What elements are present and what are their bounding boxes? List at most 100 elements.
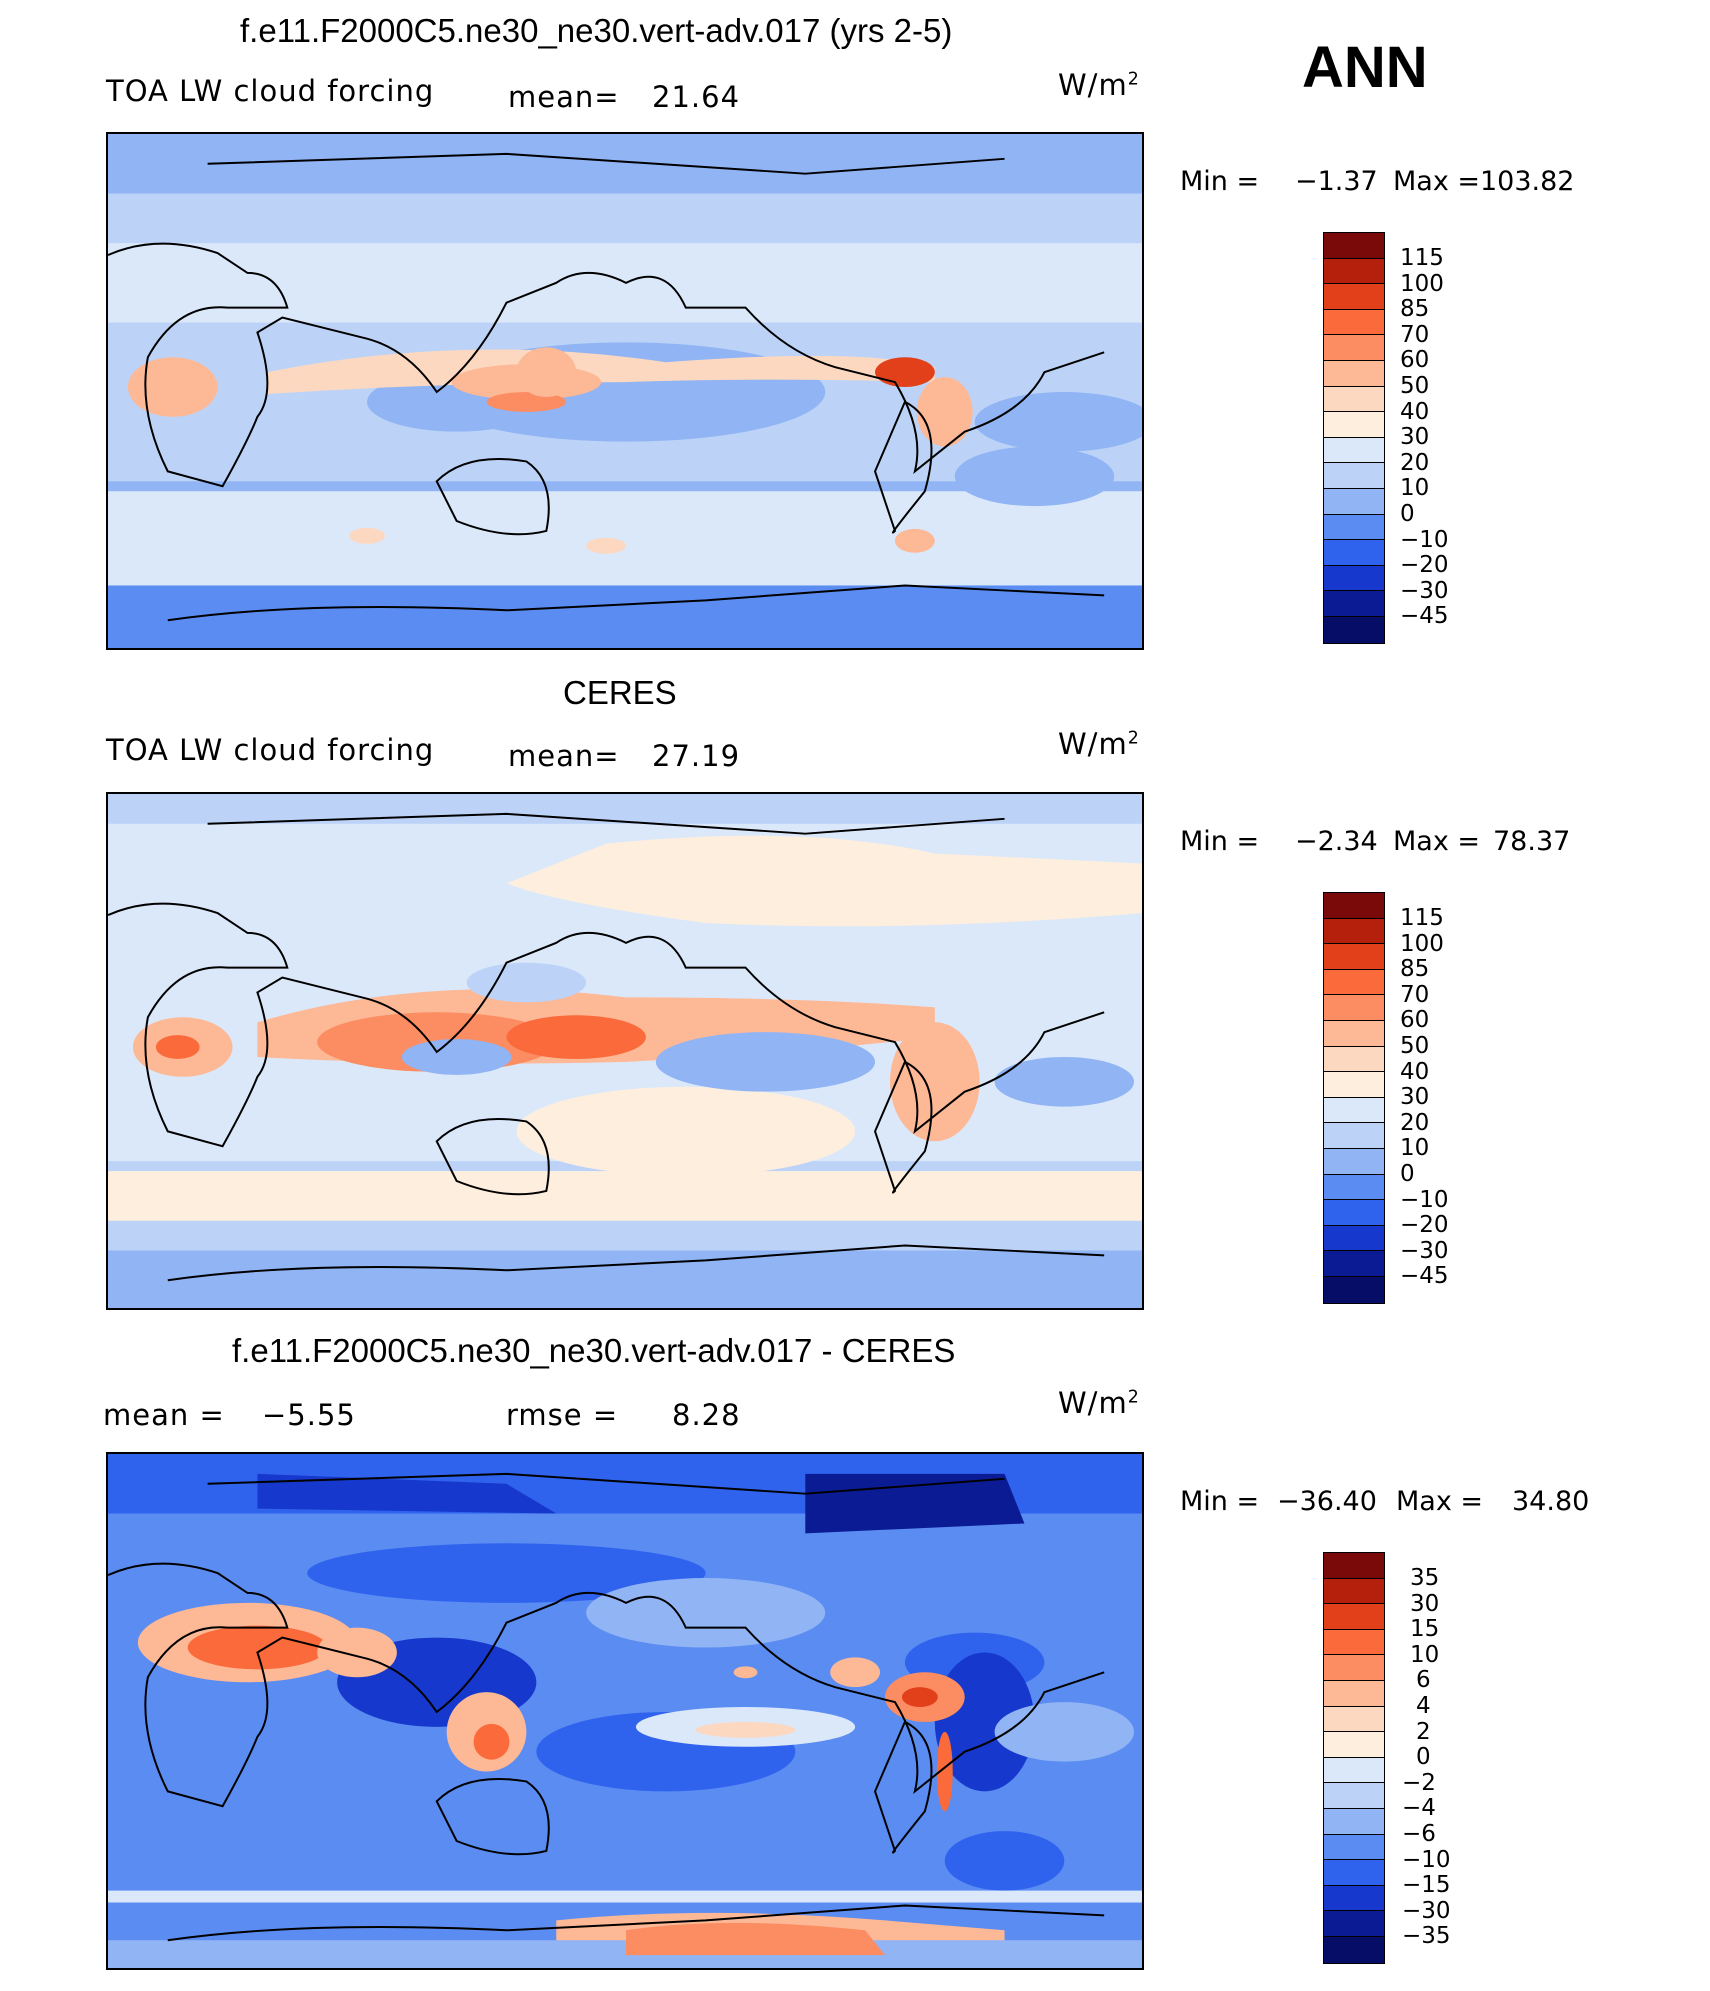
- panel3-title: f.e11.F2000C5.ne30_ne30.vert-adv.017 - C…: [232, 1332, 956, 1369]
- panel1-map: [106, 132, 1144, 650]
- colorbar-tick-label: −45: [1400, 1263, 1449, 1290]
- colorbar-tick-label: 40: [1400, 1058, 1430, 1085]
- colorbar-tick-label: 0: [1400, 1161, 1415, 1187]
- panel2-min-label: Min =: [1180, 826, 1260, 857]
- colorbar-swatch: [1324, 514, 1384, 541]
- colorbar-tick-label: −10: [1400, 1186, 1449, 1213]
- panel3-max-label: Max =: [1396, 1486, 1484, 1517]
- colorbar-tick-label: 85: [1400, 296, 1430, 323]
- colorbar-swatch: [1324, 488, 1384, 515]
- colorbar-tick-label: 40: [1400, 398, 1430, 425]
- colorbar-tick-label: 100: [1400, 270, 1444, 297]
- colorbar-tick-label: 15: [1410, 1616, 1440, 1643]
- panel1-max-value: 103.82: [1480, 166, 1575, 197]
- colorbar-tick-label: −6: [1402, 1821, 1436, 1847]
- colorbar-tick-label: 60: [1400, 1007, 1430, 1034]
- panel2-units: W/m2: [1058, 727, 1140, 761]
- panel2-max-label: Max =: [1393, 826, 1481, 857]
- colorbar-swatch: [1324, 1655, 1384, 1681]
- panel3-units: W/m2: [1058, 1386, 1140, 1420]
- colorbar-tick-label: 0: [1400, 501, 1415, 527]
- panel2-max-value: 78.37: [1493, 826, 1571, 857]
- colorbar-swatch: [1324, 1732, 1384, 1758]
- colorbar-swatch: [1324, 1148, 1384, 1175]
- colorbar-swatch: [1324, 284, 1384, 310]
- colorbar-swatch: [1324, 360, 1384, 387]
- panel1-colorbar: [1323, 232, 1385, 644]
- colorbar-tick-label: 10: [1400, 1135, 1430, 1162]
- panel1-units: W/m2: [1058, 68, 1140, 102]
- colorbar-tick-label: 60: [1400, 347, 1430, 374]
- colorbar-swatch: [1324, 1885, 1384, 1912]
- colorbar-swatch: [1324, 335, 1384, 361]
- colorbar-tick-label: 20: [1400, 449, 1430, 476]
- colorbar-swatch: [1324, 1276, 1384, 1303]
- colorbar-tick-label: 20: [1400, 1109, 1430, 1136]
- colorbar-tick-label: 0: [1416, 1744, 1431, 1771]
- colorbar-swatch: [1324, 969, 1384, 996]
- panel2-mean-label: mean=: [508, 739, 620, 773]
- panel1-max-label: Max =: [1393, 166, 1481, 197]
- colorbar-swatch: [1324, 944, 1384, 970]
- colorbar-tick-label: 10: [1410, 1641, 1440, 1668]
- colorbar-tick-label: −2: [1402, 1769, 1436, 1796]
- panel3-min-label: Min =: [1180, 1486, 1260, 1517]
- colorbar-swatch: [1324, 233, 1384, 259]
- colorbar-swatch: [1324, 1783, 1384, 1809]
- colorbar-swatch: [1324, 1911, 1384, 1937]
- colorbar-tick-label: −10: [1402, 1846, 1451, 1873]
- colorbar-tick-label: 70: [1400, 321, 1430, 348]
- colorbar-swatch: [1324, 258, 1384, 285]
- colorbar-tick-label: 30: [1400, 424, 1430, 451]
- colorbar-swatch: [1324, 591, 1384, 617]
- colorbar-tick-label: −15: [1402, 1872, 1451, 1899]
- colorbar-swatch: [1324, 1200, 1384, 1226]
- panel1-mean-label: mean=: [508, 80, 620, 114]
- colorbar-swatch: [1324, 1629, 1384, 1656]
- colorbar-tick-label: −45: [1400, 603, 1449, 630]
- panel1-min-label: Min =: [1180, 166, 1260, 197]
- colorbar-tick-label: −30: [1400, 577, 1449, 604]
- panel2-title: CERES: [563, 674, 677, 711]
- panel2-colorbar: [1323, 892, 1385, 1304]
- panel3-map: [106, 1452, 1144, 1970]
- colorbar-swatch: [1324, 412, 1384, 438]
- colorbar-tick-label: −30: [1400, 1237, 1449, 1264]
- panel1-variable: TOA LW cloud forcing: [106, 74, 435, 108]
- colorbar-tick-label: 2: [1416, 1718, 1431, 1745]
- panel3-rmse-value: 8.28: [672, 1398, 741, 1432]
- colorbar-swatch: [1324, 1834, 1384, 1861]
- colorbar-tick-label: 35: [1410, 1565, 1440, 1591]
- colorbar-tick-label: 70: [1400, 981, 1430, 1008]
- colorbar-swatch: [1324, 918, 1384, 945]
- colorbar-tick-label: 85: [1400, 956, 1430, 983]
- colorbar-swatch: [1324, 1251, 1384, 1277]
- colorbar-swatch: [1324, 386, 1384, 413]
- colorbar-tick-label: 115: [1400, 245, 1444, 271]
- colorbar-swatch: [1324, 1808, 1384, 1835]
- panel3-mean-label: mean =: [103, 1398, 225, 1432]
- colorbar-tick-label: −20: [1400, 1212, 1449, 1239]
- colorbar-tick-label: −4: [1402, 1795, 1436, 1822]
- colorbar-tick-label: −10: [1400, 526, 1449, 553]
- season-label: ANN: [1302, 35, 1428, 100]
- colorbar-swatch: [1324, 1757, 1384, 1784]
- colorbar-tick-label: −35: [1402, 1923, 1451, 1950]
- colorbar-tick-label: 30: [1410, 1590, 1440, 1617]
- colorbar-swatch: [1324, 893, 1384, 919]
- panel2-map: [106, 792, 1144, 1310]
- colorbar-tick-label: 30: [1400, 1084, 1430, 1111]
- colorbar-swatch: [1324, 1680, 1384, 1707]
- colorbar-swatch: [1324, 540, 1384, 566]
- panel2-mean-value: 27.19: [652, 739, 741, 773]
- colorbar-tick-label: −20: [1400, 552, 1449, 579]
- colorbar-tick-label: 50: [1400, 1033, 1430, 1059]
- colorbar-tick-label: 115: [1400, 905, 1444, 931]
- colorbar-swatch: [1324, 1860, 1384, 1886]
- colorbar-tick-label: 4: [1416, 1693, 1431, 1719]
- panel3-contour-field: [108, 1454, 1142, 1968]
- colorbar-swatch: [1324, 1174, 1384, 1201]
- colorbar-tick-label: 100: [1400, 930, 1444, 957]
- colorbar-swatch: [1324, 1553, 1384, 1579]
- colorbar-swatch: [1324, 1225, 1384, 1252]
